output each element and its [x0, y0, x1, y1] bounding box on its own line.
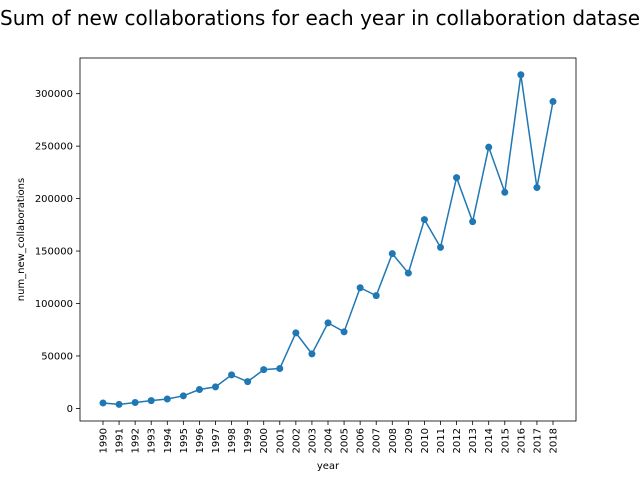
- data-point: [99, 399, 107, 407]
- x-tick-label: 1999: [243, 428, 254, 453]
- data-point: [372, 292, 380, 300]
- x-tick-label: 1995: [179, 428, 190, 453]
- x-tick-label: 1990: [99, 428, 110, 453]
- data-point: [260, 366, 268, 374]
- data-point: [404, 269, 412, 277]
- x-tick-label: 2014: [484, 428, 495, 453]
- plot-frame: [79, 57, 577, 422]
- x-tick-label: 1994: [163, 428, 174, 453]
- y-tick-label: 50000: [41, 351, 73, 362]
- data-point: [453, 174, 461, 182]
- data-point: [292, 329, 300, 337]
- x-tick-label: 2002: [291, 428, 302, 453]
- x-tick-label: 2008: [388, 428, 399, 453]
- x-tick-label: 2016: [516, 428, 527, 453]
- x-tick-label: 2012: [452, 428, 463, 453]
- data-point: [356, 284, 364, 292]
- data-point: [115, 400, 123, 408]
- series-line: [102, 74, 554, 406]
- x-tick-label: 2003: [307, 428, 318, 453]
- x-tick-label: 2011: [436, 428, 447, 453]
- data-point: [501, 188, 509, 196]
- x-tick-label: 2015: [500, 428, 511, 453]
- x-tick-label: 2007: [372, 428, 383, 453]
- y-tick-label: 150000: [35, 247, 73, 258]
- data-point: [388, 250, 396, 258]
- data-point: [437, 243, 444, 251]
- data-point: [131, 399, 139, 407]
- data-point: [533, 184, 541, 192]
- data-point: [228, 371, 236, 379]
- data-point: [163, 395, 171, 403]
- data-point: [276, 365, 284, 373]
- y-axis: 0 50000 100000 150000 200000 250000 300000: [35, 89, 80, 415]
- y-tick-label: 100000: [35, 299, 73, 310]
- data-point: [244, 378, 252, 386]
- y-tick-label: 200000: [35, 194, 73, 205]
- data-point: [469, 218, 477, 226]
- x-tick-label: 2000: [259, 428, 270, 453]
- x-tick-label: 1991: [115, 428, 126, 453]
- chart-title: Sum of new collaborations for each year …: [0, 6, 640, 30]
- data-point: [308, 350, 316, 358]
- data-point: [340, 328, 348, 336]
- data-point: [212, 383, 219, 391]
- x-tick-label: 2006: [356, 428, 367, 453]
- x-axis-label: year: [317, 461, 340, 472]
- x-tick-label: 2004: [324, 428, 335, 453]
- x-tick-label: 2009: [404, 428, 415, 453]
- data-point: [549, 98, 557, 106]
- data-point: [147, 397, 155, 405]
- y-tick-label: 300000: [35, 89, 73, 100]
- x-tick-label: 2013: [468, 428, 479, 453]
- data-point: [179, 392, 187, 400]
- y-axis-label: num_new_collaborations: [16, 178, 27, 301]
- y-tick-label: 0: [67, 404, 73, 415]
- x-axis: 1990 1991 1992 1993 1994 1995 1996 1997 1998 1999…: [99, 421, 560, 453]
- x-tick-label: 1998: [227, 428, 238, 453]
- x-tick-label: 2017: [532, 428, 543, 453]
- x-tick-label: 2018: [549, 428, 560, 453]
- x-tick-label: 1992: [131, 428, 142, 453]
- x-tick-label: 1996: [195, 428, 206, 453]
- data-point: [420, 216, 428, 224]
- data-point: [195, 386, 203, 394]
- data-point: [485, 143, 493, 151]
- x-tick-label: 2001: [275, 428, 286, 453]
- x-tick-label: 2005: [340, 428, 351, 453]
- data-point: [517, 71, 525, 79]
- x-tick-label: 1993: [147, 428, 158, 453]
- x-tick-label: 1997: [211, 428, 222, 453]
- x-tick-label: 2010: [420, 428, 431, 453]
- y-tick-label: 250000: [35, 142, 73, 153]
- series-layer: [99, 71, 557, 408]
- data-point: [324, 319, 332, 327]
